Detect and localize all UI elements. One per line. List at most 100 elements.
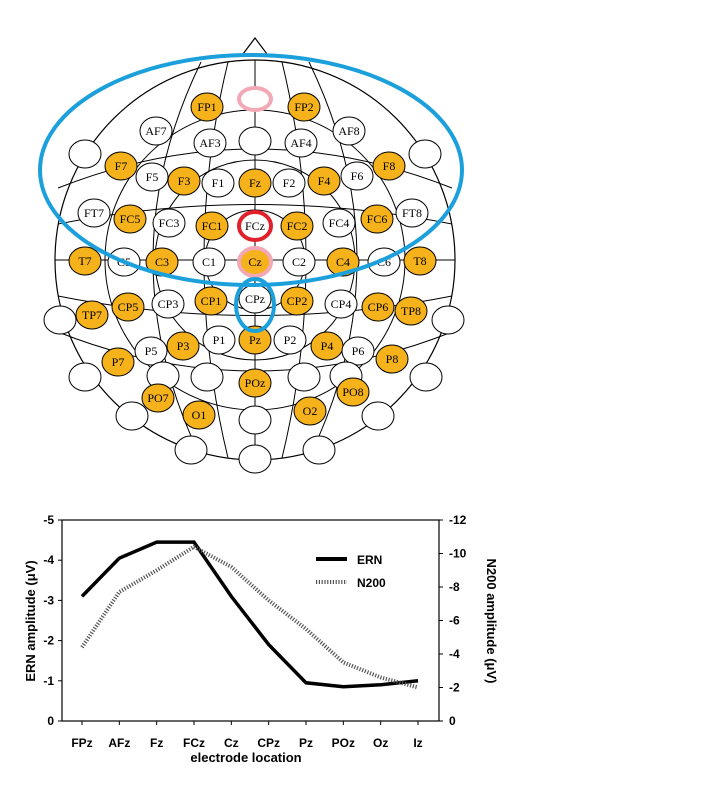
x-tick-label: Iz bbox=[413, 736, 422, 750]
electrode-f3: F3 bbox=[167, 166, 201, 196]
right-tick-label: -6 bbox=[449, 614, 460, 628]
electrode-unlabeled bbox=[431, 305, 465, 335]
left-y-axis-title: ERN amplitude (μV) bbox=[23, 560, 38, 681]
x-tick-label: Fz bbox=[150, 736, 163, 750]
electrode-label: FC1 bbox=[202, 219, 223, 233]
electrode-fp2: FP2 bbox=[287, 92, 321, 122]
electrode-p7: P7 bbox=[101, 347, 135, 377]
electrode-label: T7 bbox=[78, 254, 91, 268]
legend-n200-label: N200 bbox=[357, 576, 386, 590]
right-tick-label: -12 bbox=[449, 513, 467, 527]
electrode-f5: F5 bbox=[135, 162, 169, 192]
electrode-af4: AF4 bbox=[284, 128, 318, 158]
electrode-group: FP1 FP2 AF7 AF3 AF4 AF8 F7 F5 F3 F1 Fz F2 F4 F6 F8 FT7 F… bbox=[43, 86, 465, 474]
electrode-label: FC2 bbox=[287, 219, 308, 233]
electrode-f8: F8 bbox=[372, 151, 406, 181]
right-tick-label: 0 bbox=[449, 714, 456, 728]
electrode-cp3: CP3 bbox=[151, 289, 185, 319]
electrode-unlabeled bbox=[68, 139, 102, 169]
electrode-unlabeled bbox=[287, 362, 321, 392]
highlight-overlays bbox=[38, 53, 464, 333]
electrode-label: F1 bbox=[212, 176, 225, 190]
electrode-c4: C4 bbox=[326, 247, 360, 277]
electrode-t7: T7 bbox=[68, 246, 102, 276]
electrode-label: C2 bbox=[292, 255, 306, 269]
electrode-label: FT8 bbox=[402, 206, 422, 220]
electrode-label: AF7 bbox=[145, 124, 166, 138]
electrode-cpz: CPz bbox=[238, 284, 272, 314]
electrode-label: CP5 bbox=[118, 300, 139, 314]
electrode-tp8: TP8 bbox=[394, 296, 428, 326]
right-tick-label: -10 bbox=[449, 547, 467, 561]
electrode-cp5: CP5 bbox=[111, 292, 145, 322]
electrode-unlabeled bbox=[190, 362, 224, 392]
electrode-label: F4 bbox=[318, 174, 331, 188]
x-tick-label: Cz bbox=[224, 736, 239, 750]
left-tick-label: 0 bbox=[47, 714, 54, 728]
electrode-c1: C1 bbox=[192, 247, 226, 277]
electrode-f6: F6 bbox=[340, 161, 374, 191]
electrode-p4: P4 bbox=[310, 331, 344, 361]
electrode-label: P5 bbox=[145, 344, 158, 358]
x-tick-label: CPz bbox=[257, 736, 280, 750]
series-ern-line bbox=[80, 540, 419, 689]
electrode-label: T8 bbox=[413, 254, 426, 268]
electrode-label: P1 bbox=[213, 333, 226, 347]
electrode-label: CPz bbox=[245, 292, 265, 306]
electrode-unlabeled bbox=[409, 362, 443, 392]
electrode-f7: F7 bbox=[104, 151, 138, 181]
electrode-fc1: FC1 bbox=[195, 211, 229, 241]
electrode-label: F8 bbox=[383, 159, 396, 173]
electrode-label: CP6 bbox=[368, 300, 389, 314]
electrode-label: P7 bbox=[112, 355, 125, 369]
electrode-unlabeled bbox=[115, 401, 149, 431]
electrode-unlabeled bbox=[238, 126, 272, 156]
electrode-p5: P5 bbox=[134, 336, 168, 366]
electrode-p2: P2 bbox=[273, 325, 307, 355]
electrode-label: P8 bbox=[386, 352, 399, 366]
electrode-c2: C2 bbox=[282, 247, 316, 277]
electrode-label: P4 bbox=[321, 339, 334, 353]
electrode-af3: AF3 bbox=[193, 128, 227, 158]
electrode-unlabeled bbox=[302, 435, 336, 465]
electrode-fp1: FP1 bbox=[190, 92, 224, 122]
nose-icon bbox=[241, 37, 269, 55]
electrode-tp7: TP7 bbox=[75, 300, 109, 330]
electrode-cz: Cz bbox=[237, 246, 273, 278]
electrode-po8: PO8 bbox=[336, 377, 370, 407]
electrode-fc6: FC6 bbox=[360, 204, 394, 234]
electrode-label: F3 bbox=[178, 174, 191, 188]
electrode-fc2: FC2 bbox=[280, 211, 314, 241]
electrode-p3: P3 bbox=[166, 331, 200, 361]
electrode-label: Pz bbox=[249, 333, 261, 347]
electrode-po7: PO7 bbox=[141, 383, 175, 413]
electrode-label: AF8 bbox=[338, 124, 359, 138]
electrode-cp6: CP6 bbox=[361, 292, 395, 322]
electrode-unlabeled bbox=[238, 405, 272, 435]
electrode-label: FC5 bbox=[120, 212, 141, 226]
x-tick-label: FPz bbox=[71, 736, 92, 750]
electrode-label: F7 bbox=[115, 159, 128, 173]
chart-series bbox=[80, 540, 419, 690]
electrode-f4: F4 bbox=[307, 166, 341, 196]
electrode-label: AF3 bbox=[199, 136, 220, 150]
left-tick-label: -2 bbox=[43, 634, 54, 648]
electrode-unlabeled bbox=[238, 444, 272, 474]
electrode-label: CP4 bbox=[331, 297, 352, 311]
electrode-unlabeled bbox=[43, 305, 77, 335]
electrode-label: F5 bbox=[146, 170, 159, 184]
right-y-axis-title: N200 amplitude (μV) bbox=[484, 559, 499, 684]
electrode-label: PO7 bbox=[147, 391, 168, 405]
left-tick-label: -5 bbox=[43, 513, 54, 527]
electrode-label: F6 bbox=[351, 169, 364, 183]
electrode-fc3: FC3 bbox=[152, 208, 186, 238]
chart-axes: 0 -1 -2 -3 -4 -5 0 -2 -4 -6 -8 -10 -12 FPz AFz Fz FCz Cz C… bbox=[43, 513, 466, 750]
series-n200-line bbox=[80, 544, 419, 690]
right-tick-label: -4 bbox=[449, 647, 460, 661]
right-tick-label: -8 bbox=[449, 580, 460, 594]
electrode-label: FC3 bbox=[159, 216, 180, 230]
electrode-fz: Fz bbox=[238, 168, 272, 198]
electrode-label: O1 bbox=[192, 408, 207, 422]
electrode-label: FCz bbox=[245, 219, 265, 233]
